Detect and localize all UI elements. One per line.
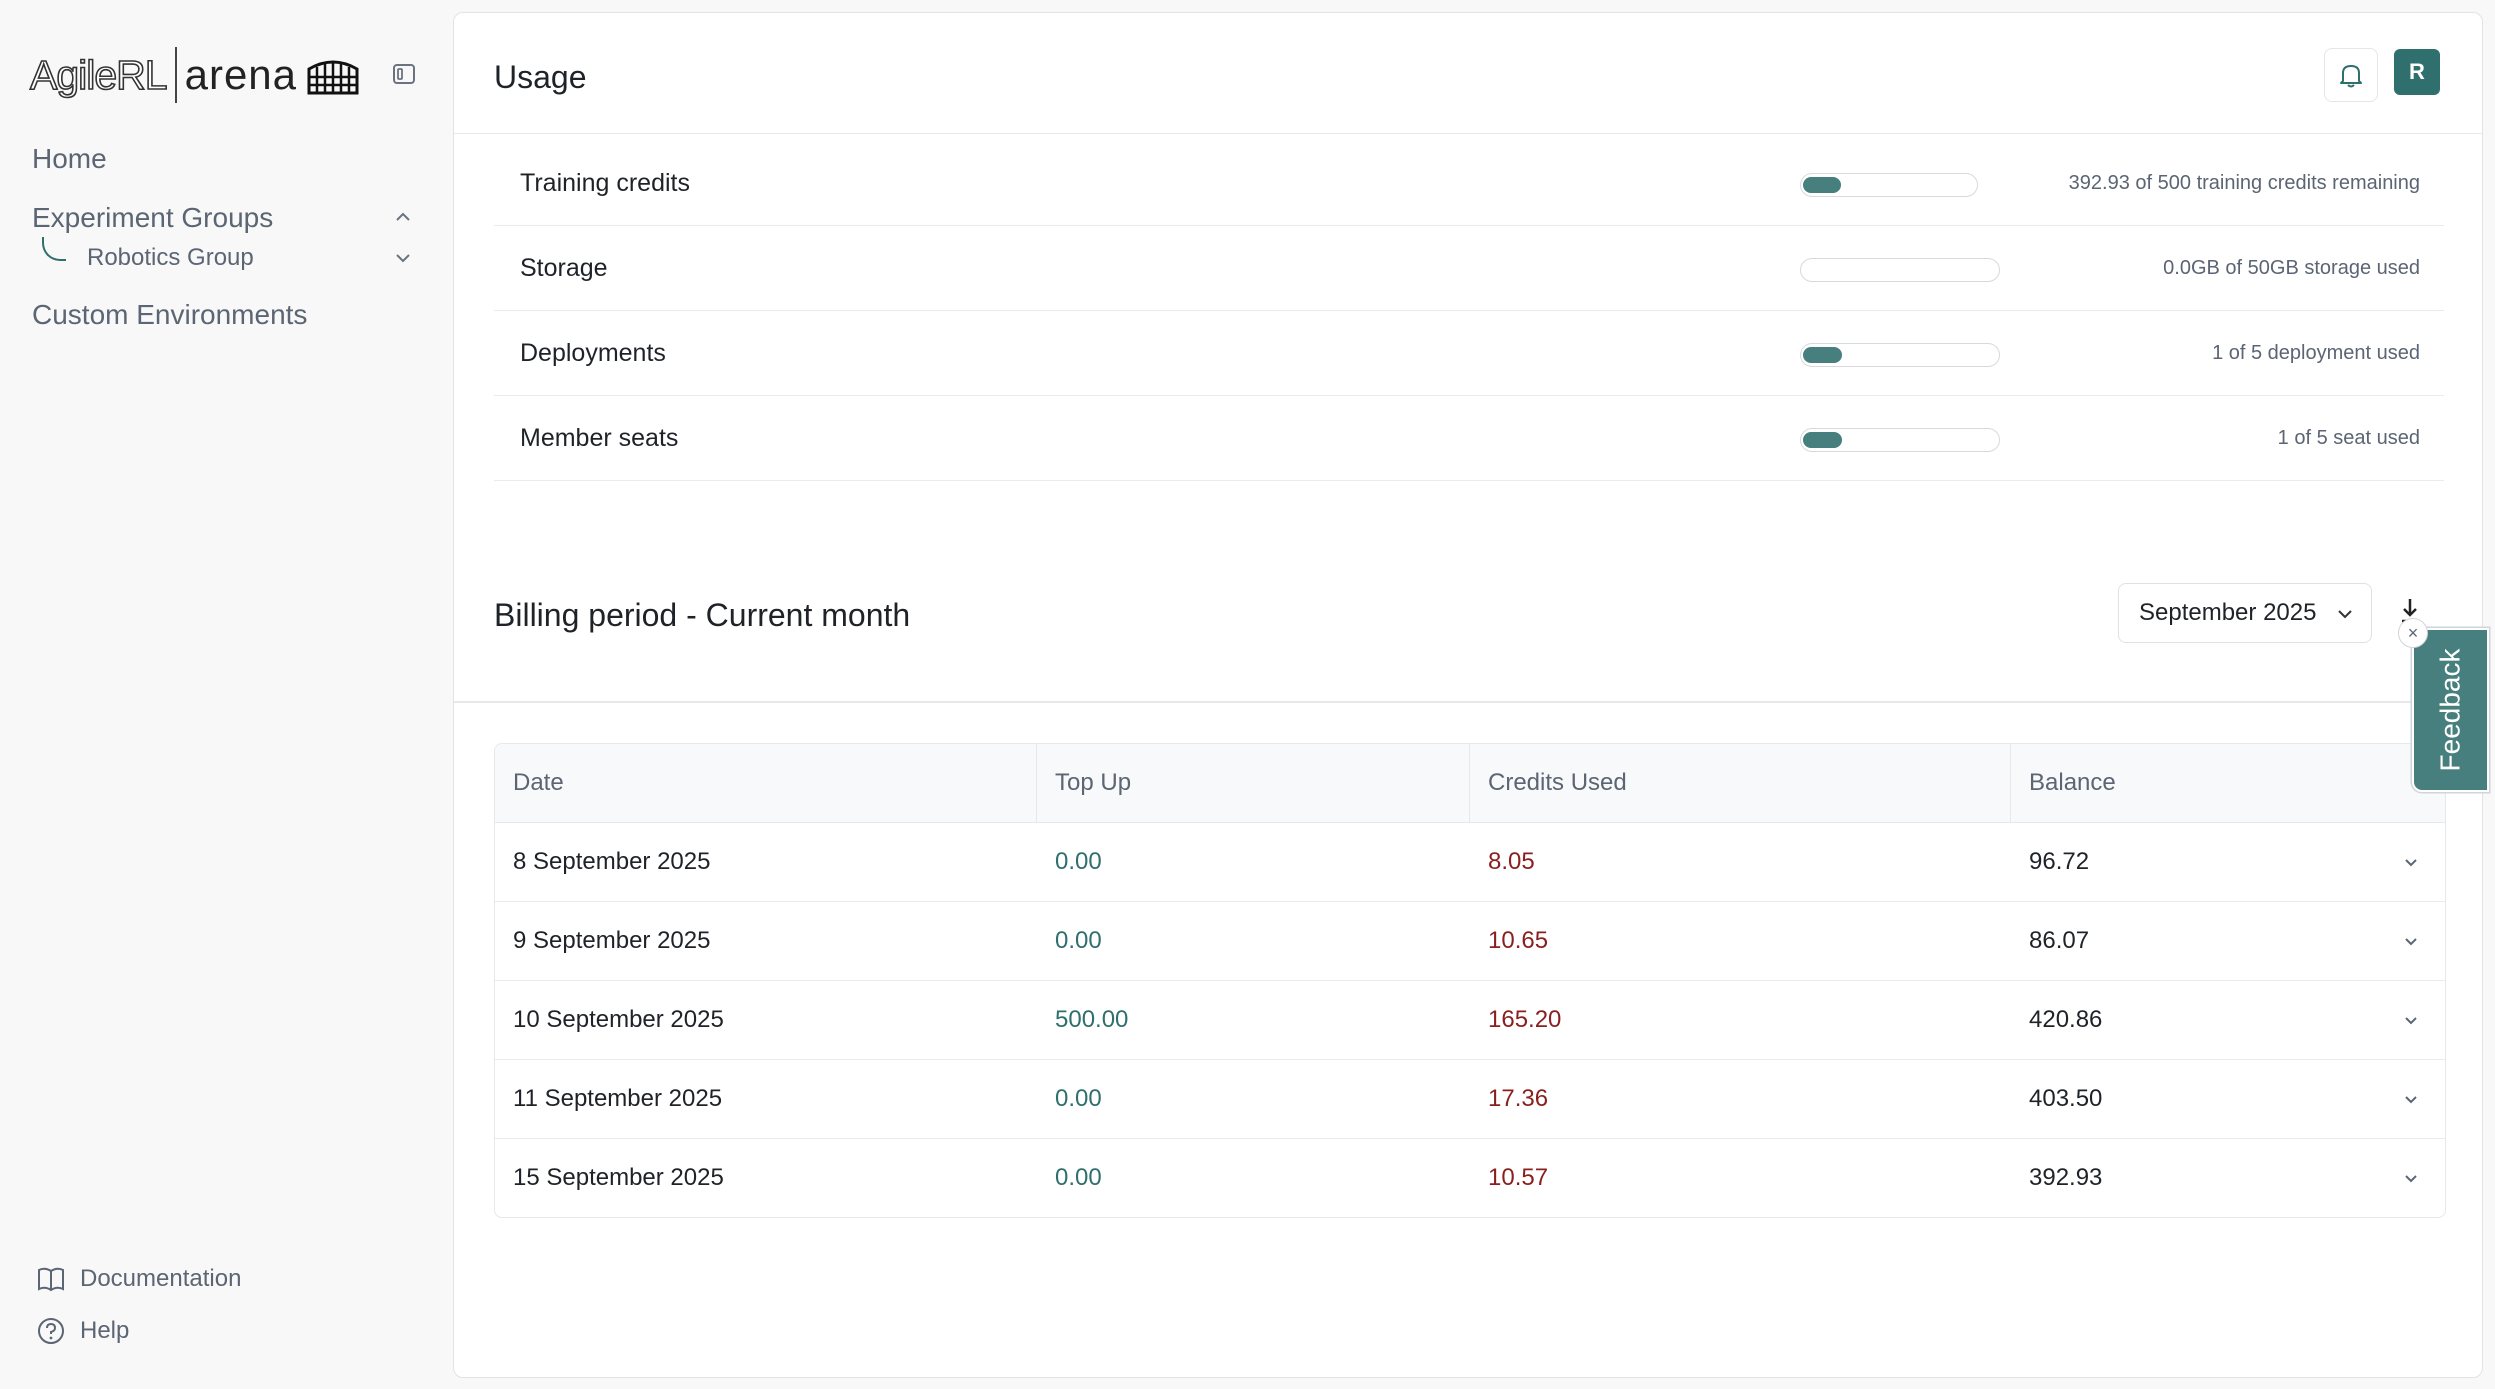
usage-progress-fill: [1803, 177, 1841, 193]
cell-balance: 420.86: [2029, 1006, 2103, 1033]
usage-label: Storage: [520, 254, 608, 282]
help-label: Help: [80, 1317, 130, 1344]
logo-divider: [174, 47, 177, 103]
billing-period-title: Billing period - Current month: [494, 597, 911, 633]
table-row[interactable]: 9 September 2025 0.00 10.65 86.07: [495, 902, 2445, 981]
feedback-label: Feedback: [2434, 648, 2466, 772]
chevron-up-icon[interactable]: [392, 206, 414, 228]
documentation-label: Documentation: [80, 1265, 242, 1292]
table-row[interactable]: 11 September 2025 0.00 17.36 403.50: [495, 1060, 2445, 1139]
nav-experiment-groups[interactable]: Experiment Groups: [32, 202, 274, 233]
cell-balance: 86.07: [2029, 927, 2090, 954]
usage-text: 0.0GB of 50GB storage used: [2163, 257, 2420, 279]
usage-row-storage: Storage 0.0GB of 50GB storage used: [494, 226, 2444, 311]
logo-arena: arena: [184, 51, 298, 98]
expand-row-chevron-icon[interactable]: [2401, 852, 2421, 872]
documentation-link[interactable]: Documentation: [36, 1264, 241, 1294]
usage-row-training-credits: Training credits 392.93 of 500 training …: [494, 141, 2444, 226]
logo-agilerl: AgileRL: [29, 51, 168, 99]
close-icon[interactable]: ×: [2398, 618, 2428, 648]
usage-label: Training credits: [520, 169, 690, 197]
expand-row-chevron-icon[interactable]: [2401, 1168, 2421, 1188]
cell-credits-used: 8.05: [1488, 848, 1535, 875]
cell-top-up: 0.00: [1055, 848, 1102, 875]
collapse-sidebar-icon[interactable]: [392, 62, 416, 86]
book-icon: [38, 1267, 64, 1292]
usage-row-member-seats: Member seats 1 of 5 seat used: [494, 396, 2444, 481]
cell-date: 8 September 2025: [513, 848, 711, 875]
cell-date: 9 September 2025: [513, 927, 711, 954]
billing-table: Date Top Up Credits Used Balance 8 Septe…: [494, 743, 2446, 1218]
nav-robotics-group[interactable]: Robotics Group: [87, 244, 254, 271]
cell-date: 10 September 2025: [513, 1006, 724, 1033]
usage-label: Member seats: [520, 424, 679, 452]
nav-custom-environments[interactable]: Custom Environments: [32, 299, 308, 330]
expand-row-chevron-icon[interactable]: [2401, 1010, 2421, 1030]
month-select[interactable]: September 2025: [2118, 583, 2372, 643]
tree-connector: [42, 237, 66, 261]
cell-date: 11 September 2025: [513, 1085, 723, 1112]
cell-credits-used: 10.65: [1488, 927, 1549, 954]
usage-progress-fill: [1803, 432, 1842, 448]
cell-credits-used: 10.57: [1488, 1164, 1549, 1191]
cell-top-up: 0.00: [1055, 1085, 1102, 1112]
page-header: Usage R: [454, 13, 2482, 134]
usage-list: Training credits 392.93 of 500 training …: [494, 141, 2444, 481]
usage-label: Deployments: [520, 339, 666, 367]
cell-balance: 392.93: [2029, 1164, 2103, 1191]
table-row[interactable]: 15 September 2025 0.00 10.57 392.93: [495, 1139, 2445, 1217]
chevron-down-icon: [2338, 610, 2352, 619]
usage-text: 1 of 5 deployment used: [2212, 342, 2420, 364]
help-icon: [38, 1318, 64, 1344]
cell-balance: 403.50: [2029, 1085, 2103, 1112]
bell-icon: [2340, 65, 2362, 88]
expand-row-chevron-icon[interactable]: [2401, 931, 2421, 951]
chevron-down-icon[interactable]: [392, 247, 414, 269]
sidebar: AgileRL arena Home Experiment Groups Rob…: [0, 0, 452, 1389]
column-header-date: Date: [495, 744, 1037, 822]
column-header-top-up: Top Up: [1037, 744, 1470, 822]
usage-progress-bar: [1800, 173, 1978, 197]
user-avatar[interactable]: R: [2394, 49, 2440, 95]
table-row[interactable]: 10 September 2025 500.00 165.20 420.86: [495, 981, 2445, 1060]
main-panel: Usage R Training credits 392.93 of 500 t…: [453, 12, 2483, 1378]
nav-home[interactable]: Home: [32, 143, 107, 174]
cell-date: 15 September 2025: [513, 1164, 724, 1191]
notifications-button[interactable]: [2324, 48, 2378, 102]
usage-progress-bar: [1800, 258, 2000, 282]
cell-top-up: 500.00: [1055, 1006, 1129, 1033]
page-title: Usage: [494, 59, 587, 95]
cell-balance: 96.72: [2029, 848, 2090, 875]
usage-progress-bar: [1800, 428, 2000, 452]
help-link[interactable]: Help: [36, 1316, 129, 1346]
usage-progress-bar: [1800, 343, 2000, 367]
feedback-tab[interactable]: Feedback: [2412, 628, 2489, 792]
app-logo[interactable]: AgileRL arena: [29, 46, 361, 104]
usage-progress-fill: [1803, 347, 1842, 363]
cell-top-up: 0.00: [1055, 927, 1102, 954]
expand-row-chevron-icon[interactable]: [2401, 1089, 2421, 1109]
usage-row-deployments: Deployments 1 of 5 deployment used: [494, 311, 2444, 396]
colosseum-icon: [307, 60, 359, 95]
table-row[interactable]: 8 September 2025 0.00 8.05 96.72: [495, 823, 2445, 902]
cell-credits-used: 165.20: [1488, 1006, 1562, 1033]
cell-top-up: 0.00: [1055, 1164, 1102, 1191]
column-header-credits-used: Credits Used: [1470, 744, 2011, 822]
column-header-balance: Balance: [2029, 769, 2116, 796]
cell-credits-used: 17.36: [1488, 1085, 1549, 1112]
usage-text: 392.93 of 500 training credits remaining: [2068, 172, 2420, 194]
billing-divider: [454, 701, 2482, 703]
month-select-value: September 2025: [2139, 599, 2317, 626]
table-header: Date Top Up Credits Used Balance: [495, 744, 2445, 823]
usage-text: 1 of 5 seat used: [2277, 427, 2420, 449]
